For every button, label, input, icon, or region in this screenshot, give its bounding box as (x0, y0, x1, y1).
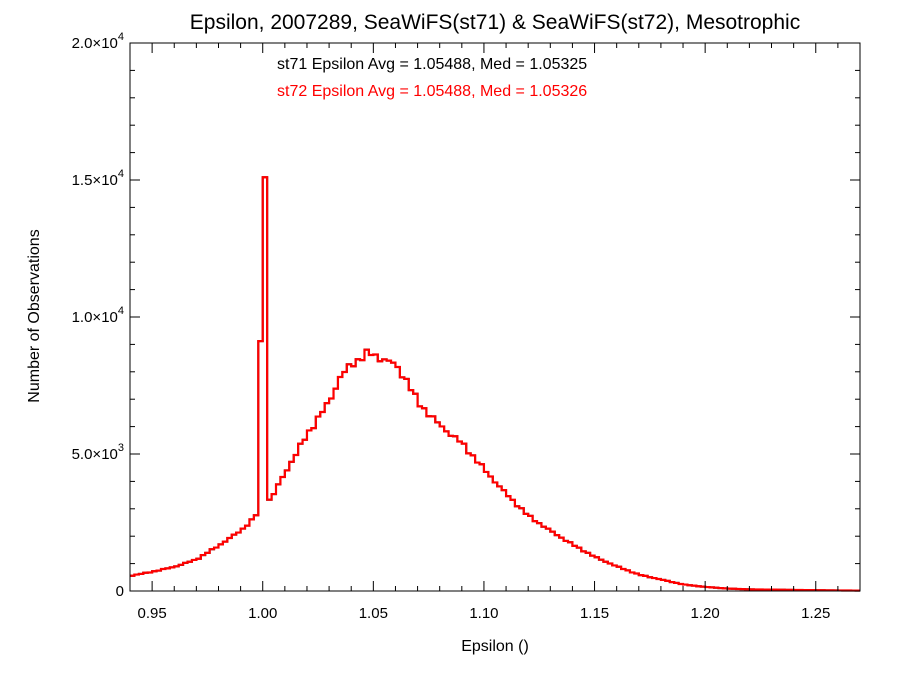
x-tick-label: 1.20 (691, 605, 720, 622)
x-tick-label: 1.15 (580, 605, 609, 622)
annotation-st72: st72 Epsilon Avg = 1.05488, Med = 1.0532… (277, 83, 587, 100)
y-tick-label: 5.0×103 (72, 442, 124, 463)
chart-title: Epsilon, 2007289, SeaWiFS(st71) & SeaWiF… (190, 11, 800, 34)
y-tick-label: 0 (116, 583, 124, 600)
x-tick-label: 0.95 (138, 605, 167, 622)
series-layer (130, 176, 860, 592)
ticks-layer: 0.95 1.00 1.05 1.10 1.15 1.20 1.25 0 5.0×103 1.0×… (72, 31, 860, 622)
y-axis-title: Number of Observations (26, 229, 43, 402)
annotation-st71: st71 Epsilon Avg = 1.05488, Med = 1.0532… (277, 56, 587, 73)
series-st72-histogram (130, 176, 860, 592)
x-axis-title: Epsilon () (461, 638, 529, 655)
series-st71-histogram (130, 176, 860, 592)
plot-frame (129, 42, 861, 592)
x-tick-label: 1.10 (469, 605, 498, 622)
y-tick-label: 2.0×104 (72, 31, 124, 52)
y-tick-label: 1.5×104 (72, 168, 124, 189)
y-tick-label: 1.0×104 (72, 305, 124, 326)
x-tick-label: 1.00 (248, 605, 277, 622)
x-tick-label: 1.05 (359, 605, 388, 622)
x-tick-label: 1.25 (801, 605, 830, 622)
